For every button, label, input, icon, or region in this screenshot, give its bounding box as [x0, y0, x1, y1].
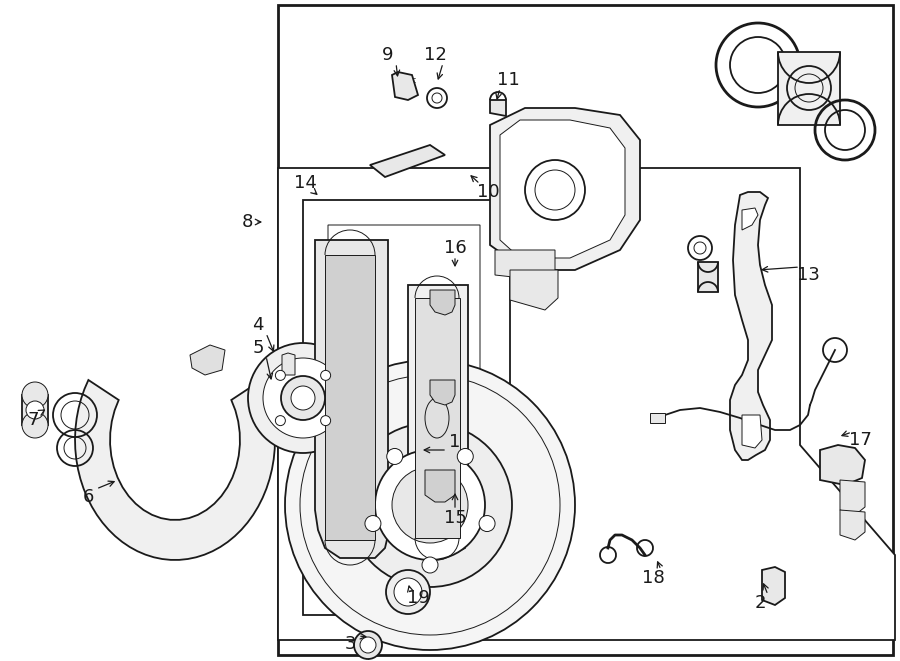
- Circle shape: [394, 578, 422, 606]
- Text: 8: 8: [241, 213, 253, 231]
- Polygon shape: [282, 353, 295, 375]
- Circle shape: [386, 570, 430, 614]
- Polygon shape: [278, 168, 895, 640]
- Text: 1: 1: [449, 433, 461, 451]
- Polygon shape: [190, 345, 225, 375]
- Circle shape: [375, 450, 485, 560]
- Text: 12: 12: [424, 46, 446, 64]
- Text: 15: 15: [444, 509, 466, 527]
- Circle shape: [320, 416, 330, 426]
- Polygon shape: [490, 108, 640, 270]
- Text: 11: 11: [497, 71, 519, 89]
- Text: 14: 14: [293, 174, 317, 192]
- Polygon shape: [425, 470, 455, 502]
- Polygon shape: [22, 395, 48, 425]
- Circle shape: [392, 467, 468, 543]
- Polygon shape: [315, 240, 388, 558]
- Bar: [278, 5, 893, 655]
- Polygon shape: [408, 285, 468, 555]
- Circle shape: [263, 358, 343, 438]
- Polygon shape: [820, 445, 865, 485]
- Circle shape: [422, 557, 438, 573]
- Circle shape: [248, 343, 358, 453]
- Circle shape: [275, 416, 285, 426]
- Text: 19: 19: [407, 589, 429, 607]
- Polygon shape: [303, 200, 510, 615]
- Circle shape: [275, 370, 285, 380]
- Polygon shape: [778, 52, 840, 125]
- Polygon shape: [495, 250, 555, 280]
- Circle shape: [360, 637, 376, 653]
- Polygon shape: [75, 380, 275, 560]
- Polygon shape: [325, 255, 375, 540]
- Polygon shape: [510, 270, 558, 310]
- Polygon shape: [650, 413, 665, 423]
- Text: 7: 7: [27, 411, 39, 429]
- Circle shape: [457, 448, 473, 465]
- Text: 13: 13: [796, 266, 819, 284]
- Circle shape: [26, 401, 44, 419]
- Text: 18: 18: [642, 569, 664, 587]
- Text: 17: 17: [849, 431, 871, 449]
- Text: 3: 3: [344, 635, 356, 653]
- Polygon shape: [840, 480, 865, 515]
- Circle shape: [291, 386, 315, 410]
- Circle shape: [479, 516, 495, 531]
- Text: 16: 16: [444, 239, 466, 257]
- Polygon shape: [430, 290, 455, 315]
- Circle shape: [22, 382, 48, 408]
- Polygon shape: [742, 415, 762, 448]
- Polygon shape: [430, 380, 455, 405]
- Text: 5: 5: [252, 339, 264, 357]
- Circle shape: [320, 370, 330, 380]
- Text: 6: 6: [82, 488, 94, 506]
- Circle shape: [354, 631, 382, 659]
- Text: 2: 2: [754, 594, 766, 612]
- Circle shape: [387, 448, 402, 465]
- Polygon shape: [490, 100, 506, 116]
- Text: 4: 4: [252, 316, 264, 334]
- Polygon shape: [328, 225, 480, 590]
- Circle shape: [281, 376, 325, 420]
- Circle shape: [22, 412, 48, 438]
- Circle shape: [364, 516, 381, 531]
- Text: 9: 9: [382, 46, 394, 64]
- Polygon shape: [370, 145, 445, 177]
- Polygon shape: [500, 120, 625, 258]
- Polygon shape: [415, 298, 460, 538]
- Polygon shape: [392, 72, 418, 100]
- Polygon shape: [762, 567, 785, 605]
- Polygon shape: [730, 192, 772, 460]
- Circle shape: [348, 423, 512, 587]
- Polygon shape: [742, 208, 758, 230]
- Text: 10: 10: [477, 183, 500, 201]
- Polygon shape: [698, 262, 718, 292]
- Circle shape: [285, 360, 575, 650]
- Polygon shape: [840, 510, 865, 540]
